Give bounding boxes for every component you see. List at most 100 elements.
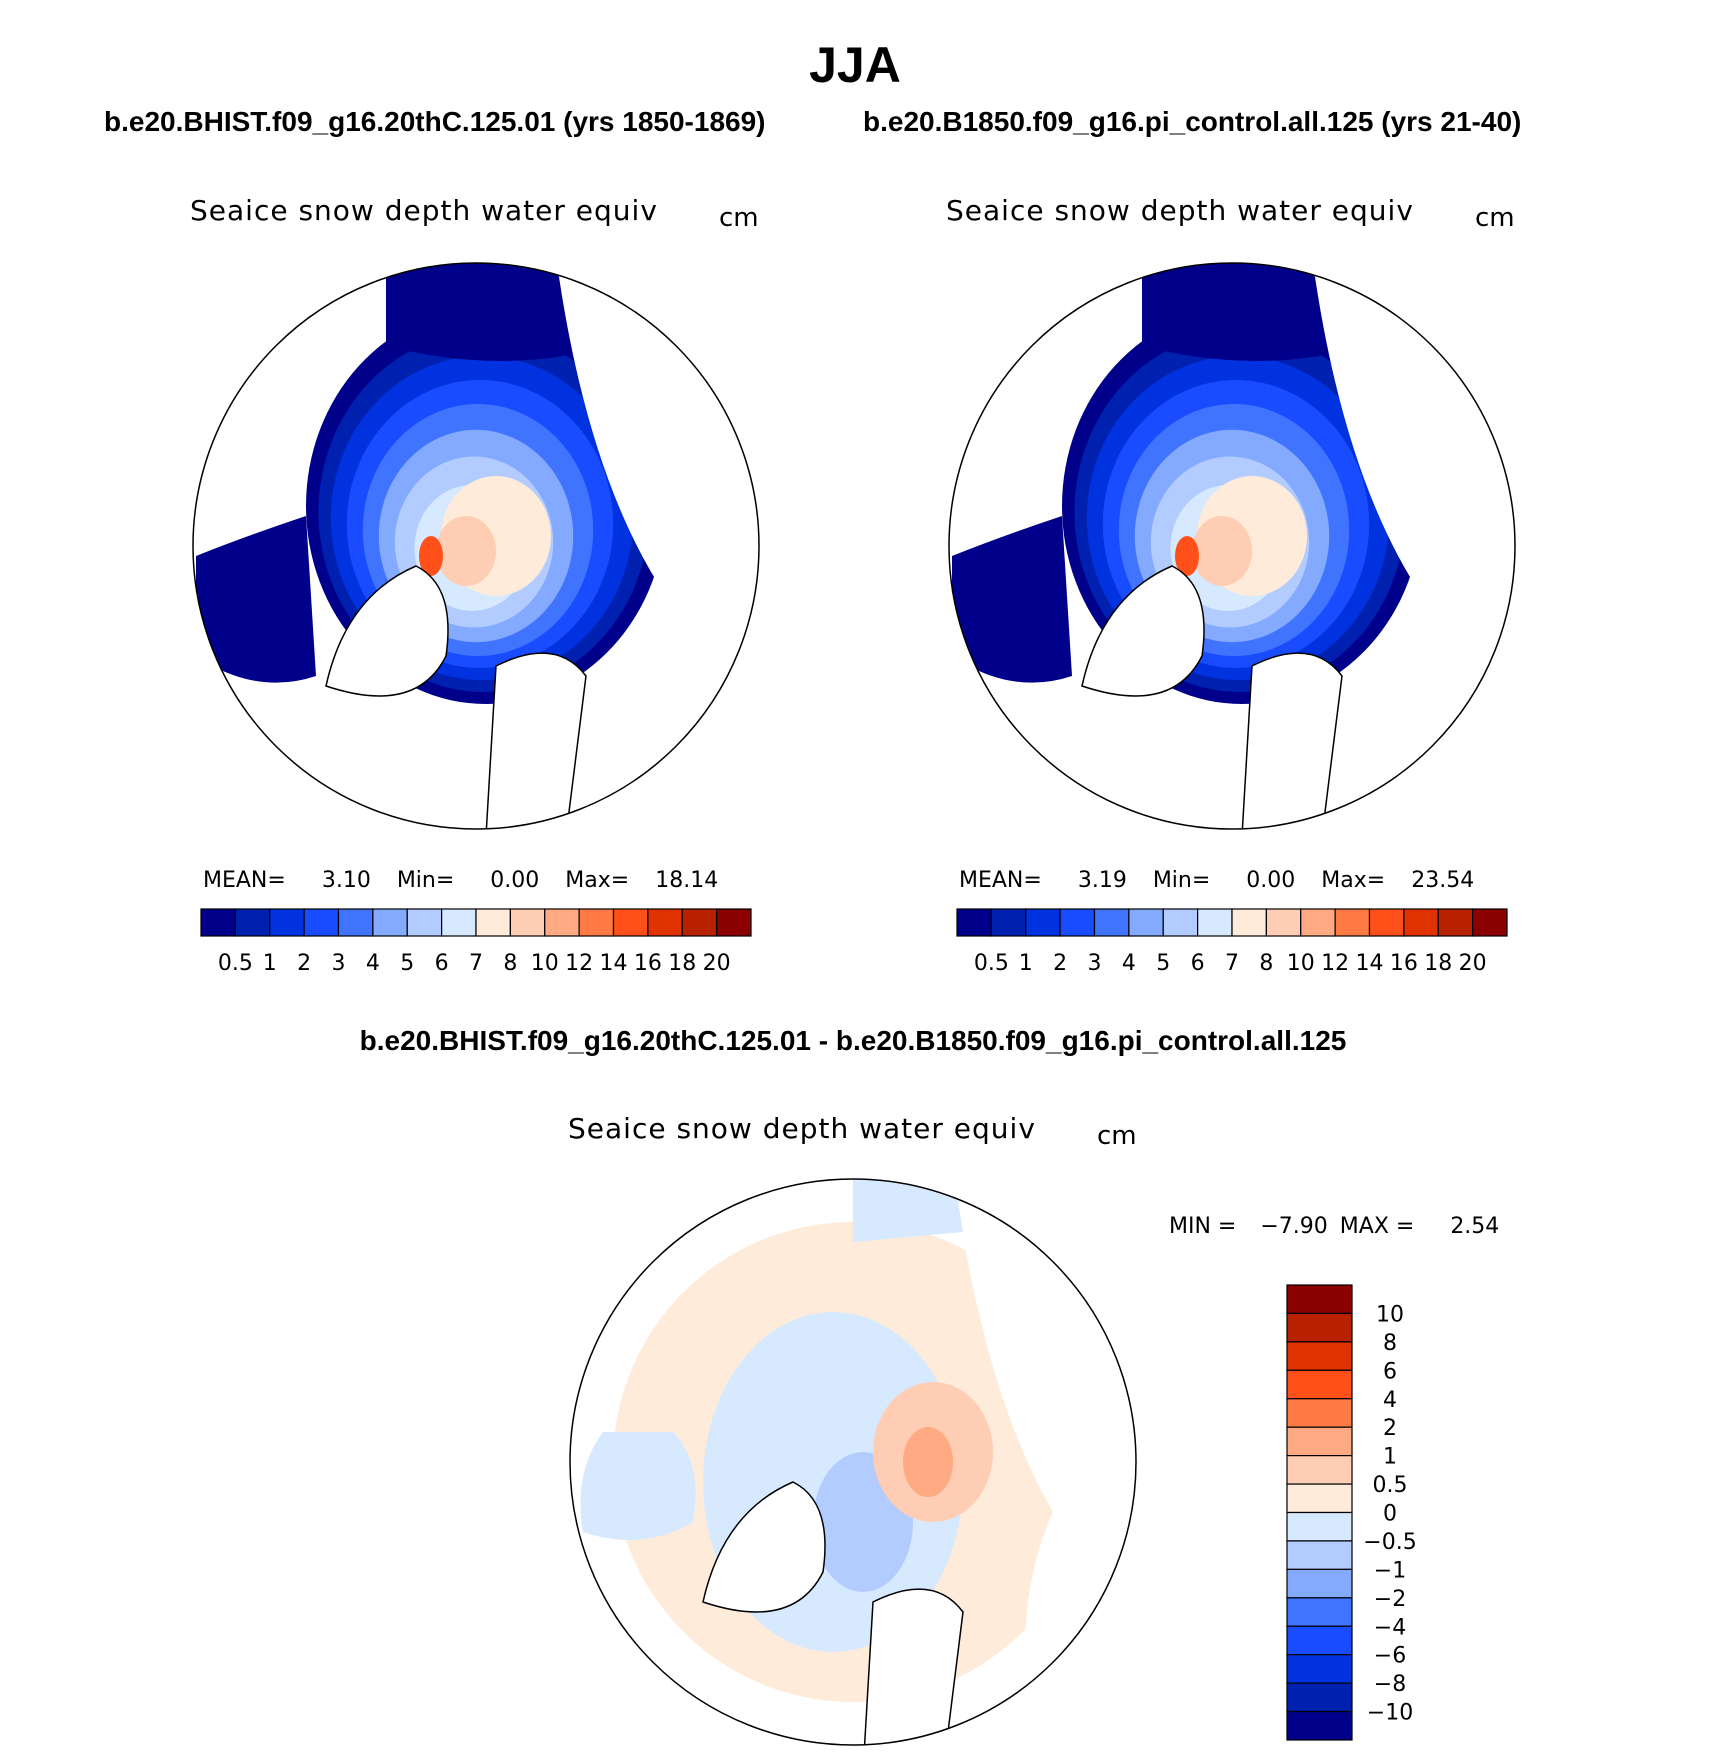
panel3-contour-level	[580, 1432, 696, 1540]
panel1-colorbar-tick: 4	[366, 951, 380, 976]
panel1-contour-level	[419, 536, 443, 576]
panel1-colorbar-box	[578, 908, 615, 937]
panel2-colorbar-box	[1437, 908, 1474, 937]
panel1-colorbar-box	[544, 908, 580, 937]
panel2-map-boundary	[948, 262, 1516, 830]
panel3-colorbar-tick: 6	[1383, 1359, 1397, 1384]
panel1-colorbar-box	[303, 908, 340, 937]
panel3-field	[580, 1179, 1136, 1745]
panel2-colorbar-box	[1472, 908, 1508, 937]
panel1-colorbar-tick: 10	[531, 951, 559, 976]
panel1-contour-level	[436, 516, 496, 586]
panel3-colorbar-tick: 0	[1383, 1502, 1397, 1527]
panel3-colorbar-tick: 2	[1383, 1416, 1397, 1441]
panel1-colorbar-tick: 6	[435, 951, 449, 976]
panel1-colorbar-box	[200, 908, 236, 937]
panel3-colorbar-tick: −2	[1374, 1587, 1406, 1612]
panel3-colorbar-tick: −0.5	[1363, 1530, 1416, 1555]
panel3-colorbar-box	[1286, 1312, 1353, 1343]
panel2-colorbar-tick: 0.5	[974, 951, 1009, 976]
panel2-colorbar-tick: 14	[1356, 951, 1384, 976]
panel2-contour-level	[1142, 263, 1362, 361]
panel2-units: cm	[1475, 203, 1515, 233]
panel2-colorbar-box	[1162, 908, 1199, 937]
panel1-colorbar-tick: 14	[600, 951, 628, 976]
panel3-colorbar-box	[1286, 1398, 1353, 1428]
panel3-stats: MIN = −7.90 MAX = 2.54	[1169, 1214, 1500, 1239]
panel2-colorbar-tick: 8	[1259, 951, 1273, 976]
panel3-greenland	[702, 1481, 826, 1613]
panel2-colorbar-box	[1231, 908, 1267, 937]
panel1-colorbar-tick: 20	[703, 951, 731, 976]
panel2-colorbar-box	[1025, 908, 1061, 937]
panel1-greenland	[325, 565, 449, 697]
panel1-colorbar-box	[441, 908, 477, 937]
panel3-variable: Seaice snow depth water equiv	[568, 1112, 1036, 1145]
panel1-colorbar-tick: 7	[469, 951, 483, 976]
panel1-colorbar-box	[681, 908, 718, 937]
panel2-colorbar-box	[1265, 908, 1302, 937]
panel2-colorbar-tick: 12	[1321, 951, 1349, 976]
panel2-colorbar-box	[1197, 908, 1233, 937]
panel3-colorbar-box	[1286, 1426, 1353, 1457]
panel2-colorbar-box	[1300, 908, 1336, 937]
panel2-colorbar-tick: 4	[1122, 951, 1136, 976]
panel1-colorbar-tick: 12	[565, 951, 593, 976]
panel2-colorbar-tick: 10	[1287, 951, 1315, 976]
panel3-colorbar-tick: −8	[1374, 1672, 1406, 1697]
panel1-contour-level	[196, 516, 316, 683]
panel1-colorbar-box	[509, 908, 546, 937]
panel2-colorbar-tick: 18	[1424, 951, 1452, 976]
panel3-map-boundary	[569, 1178, 1137, 1746]
panel1-variable: Seaice snow depth water equiv	[190, 194, 658, 227]
panel1-colorbar-box	[372, 908, 408, 937]
panel1-contour-level	[386, 263, 606, 361]
panel2-stats: MEAN= 3.19 Min= 0.00 Max= 23.54	[959, 868, 1475, 893]
panel2-colorbar-tick: 16	[1390, 951, 1418, 976]
panel3-units: cm	[1097, 1121, 1137, 1151]
panel2-colorbar-tick: 6	[1191, 951, 1205, 976]
panel3-colorbar-tick: 1	[1383, 1445, 1397, 1470]
panel2-colorbar-tick: 7	[1225, 951, 1239, 976]
panel2-colorbar-box	[1403, 908, 1439, 937]
panel2-contour-level	[952, 516, 1072, 683]
panel2-contour-level	[1175, 536, 1199, 576]
panel3-colorbar-tick: 0.5	[1373, 1473, 1408, 1498]
panel3-colorbar-box	[1286, 1682, 1353, 1713]
panel3-colorbar-box	[1286, 1540, 1353, 1570]
panel3-colorbar-box	[1286, 1654, 1353, 1684]
panel3-colorbar-box	[1286, 1284, 1353, 1315]
panel3-colorbar-box	[1286, 1369, 1353, 1400]
panel2-colorbar-tick: 20	[1459, 951, 1487, 976]
panel1-scandinavia	[485, 652, 587, 829]
panel3-colorbar-tick: 4	[1383, 1388, 1397, 1413]
panel1-stats: MEAN= 3.10 Min= 0.00 Max= 18.14	[203, 868, 719, 893]
panel1-colorbar-box	[269, 908, 305, 937]
panel1-colorbar-box	[337, 908, 374, 937]
panel3-colorbar-box	[1286, 1483, 1353, 1514]
panel1-colorbar-box	[647, 908, 683, 937]
panel1-colorbar-box	[612, 908, 649, 937]
panel1-colorbar-tick: 3	[332, 951, 346, 976]
panel1-colorbar-tick: 8	[503, 951, 517, 976]
panel1-colorbar-tick: 1	[263, 951, 277, 976]
panel2-colorbar-box	[1059, 908, 1096, 937]
figure-title: JJA	[809, 37, 901, 93]
panel2-colorbar-box	[1334, 908, 1371, 937]
panel1-colorbar-tick: 16	[634, 951, 662, 976]
right-case-title: b.e20.B1850.f09_g16.pi_control.all.125 (…	[863, 106, 1522, 137]
panel1-colorbar-tick: 0.5	[218, 951, 253, 976]
panel2-greenland	[1081, 565, 1205, 697]
diff-title: b.e20.BHIST.f09_g16.20thC.125.01 - b.e20…	[359, 1025, 1347, 1056]
panel3-colorbar-tick: 8	[1383, 1331, 1397, 1356]
panel2-colorbar-box	[1093, 908, 1130, 937]
panel1-colorbar-box	[475, 908, 511, 937]
panel2-scandinavia	[1241, 652, 1343, 829]
panel3-scandinavia	[862, 1588, 964, 1745]
panel2-colorbar-tick: 3	[1088, 951, 1102, 976]
panel2-variable: Seaice snow depth water equiv	[946, 194, 1414, 227]
panel3-colorbar-box	[1286, 1625, 1353, 1656]
panel3-colorbar-box	[1286, 1710, 1353, 1741]
panel2-field	[952, 263, 1515, 829]
